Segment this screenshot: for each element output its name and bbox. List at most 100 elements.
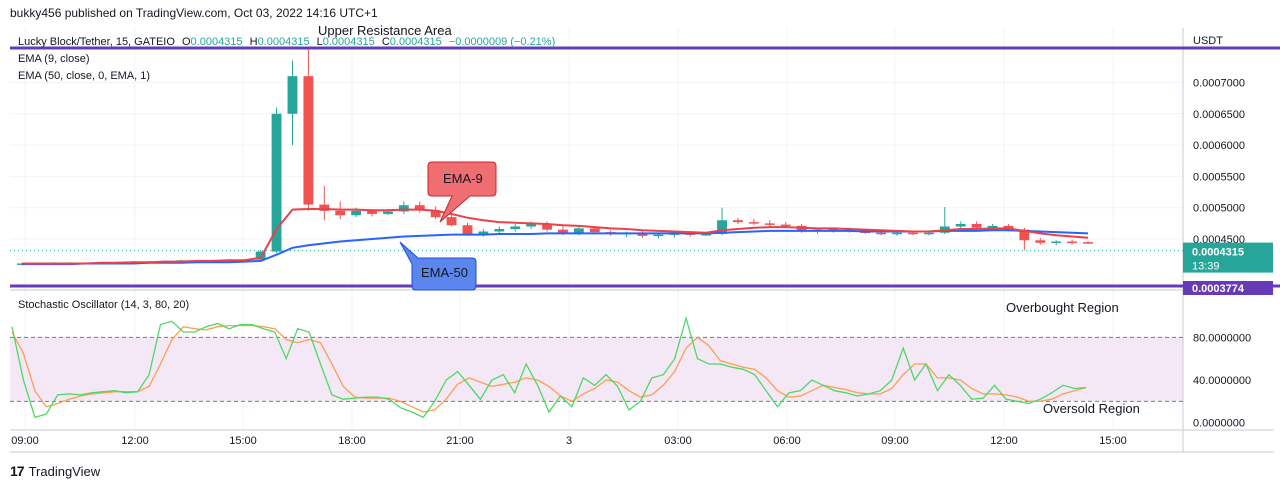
price-tick-label: 0.0006000 — [1193, 140, 1245, 152]
candle-body — [971, 223, 982, 228]
candle-body — [987, 225, 998, 228]
time-tick-label: 09:00 — [11, 435, 39, 447]
symbol-name: Lucky Block/Tether, 15, GATEIO — [18, 36, 175, 48]
candle-body — [510, 226, 521, 230]
ema9-callout-text: EMA-9 — [443, 171, 483, 186]
price-tick-label: 0.0005500 — [1193, 171, 1245, 183]
candle-body — [1019, 229, 1030, 241]
candle-body — [303, 76, 314, 205]
oversold-label: Oversold Region — [1043, 401, 1140, 416]
candle-body — [892, 232, 903, 235]
time-tick-label: 3 — [566, 435, 572, 447]
candle-body — [287, 76, 298, 114]
candle-body — [733, 220, 743, 223]
h-value: 0.0004315 — [258, 36, 310, 48]
candle-body — [255, 251, 266, 260]
ema9-legend[interactable]: EMA (9, close) — [18, 53, 90, 65]
c-label: C — [382, 36, 390, 48]
ema50-callout-text: EMA-50 — [421, 265, 468, 280]
support-price-badge: 0.0003774 — [1183, 281, 1273, 295]
tradingview-footer[interactable]: 17 TradingView — [10, 463, 100, 479]
candle-body — [319, 204, 330, 211]
price-tick-label: 0.0005000 — [1193, 203, 1245, 215]
price-tick-label: 0.0007000 — [1193, 77, 1245, 89]
time-tick-label: 12:00 — [121, 435, 149, 447]
candle-body — [589, 228, 600, 233]
o-value: 0.0004315 — [191, 36, 243, 48]
candle-body — [1051, 241, 1062, 244]
publisher-caption: bukky456 published on TradingView.com, O… — [10, 6, 378, 20]
main-pane-bg — [10, 28, 1183, 287]
oscillator-tick-label: 40.0000000 — [1193, 375, 1251, 387]
candle-body — [573, 228, 584, 233]
ema9-callout[interactable]: EMA-9 — [427, 161, 497, 223]
last-price-badge: 0.0004315 13:39 — [1183, 242, 1273, 273]
oscillator-tick-label: 80.0000000 — [1193, 332, 1251, 344]
candle-body — [367, 210, 377, 214]
candle-body — [271, 113, 282, 252]
time-axis: 09:00 12:00 15:00 18:00 21:00 3 03:00 06:00 09:0… — [11, 435, 1127, 447]
ema9-line — [22, 208, 1089, 265]
ema50-callout[interactable]: EMA-50 — [399, 241, 477, 291]
candle-body — [462, 225, 473, 235]
change-value: −0.0000009 (−0.21%) — [449, 36, 555, 48]
time-tick-label: 21:00 — [446, 435, 474, 447]
last-price-text: 0.0004315 — [1192, 247, 1244, 259]
candle-body — [923, 232, 934, 235]
time-tick-label: 09:00 — [881, 435, 909, 447]
countdown-text: 13:39 — [1192, 261, 1220, 273]
ema50-legend[interactable]: EMA (50, close, 0, EMA, 1) — [18, 70, 150, 82]
stochastic-band — [10, 337, 1183, 402]
candle-body — [1035, 240, 1046, 243]
candle-body — [398, 205, 409, 212]
h-label: H — [250, 36, 258, 48]
time-tick-label: 15:00 — [1099, 435, 1127, 447]
candle-body — [478, 231, 489, 235]
candle-body — [717, 220, 727, 235]
candle-body — [780, 224, 791, 227]
stoch-k-line — [11, 315, 1087, 419]
footer-brand: TradingView — [28, 463, 101, 479]
time-tick-label: 06:00 — [773, 435, 801, 447]
l-label: L — [317, 36, 323, 48]
stochastic-title[interactable]: Stochastic Oscillator (14, 3, 80, 20) — [18, 299, 189, 311]
overbought-label: Overbought Region — [1006, 300, 1119, 315]
candle-body — [828, 229, 839, 231]
time-tick-label: 03:00 — [664, 435, 692, 447]
candle-body — [701, 234, 712, 236]
candle-body — [876, 232, 887, 235]
oscillator-tick-label: 0.0000000 — [1193, 418, 1245, 430]
price-tick-label: 0.0006500 — [1193, 109, 1245, 121]
candle-body — [430, 210, 441, 218]
resistance-label: Upper Resistance Area — [318, 23, 452, 38]
o-label: O — [182, 36, 191, 48]
candle-body — [542, 223, 552, 230]
support-price-text: 0.0003774 — [1192, 283, 1245, 295]
candle-body — [526, 223, 537, 227]
candle-body — [1067, 241, 1078, 244]
time-tick-label: 12:00 — [990, 435, 1018, 447]
price-axis-ticks: 0.0007000 0.0006500 0.0006000 0.0005500 0.00… — [1193, 77, 1245, 246]
oscillator-axis-ticks: 80.0000000 40.0000000 0.0000000 — [1193, 332, 1251, 429]
candle-body — [383, 211, 393, 214]
candle-body — [494, 229, 505, 232]
candle-body — [351, 210, 362, 216]
candle-body — [446, 217, 457, 226]
candle-body — [653, 234, 664, 237]
candle-body — [335, 210, 346, 216]
l-value: 0.0004315 — [323, 36, 375, 48]
symbol-legend[interactable]: Lucky Block/Tether, 15, GATEIO O0.000431… — [18, 36, 555, 48]
time-tick-label: 18:00 — [338, 435, 366, 447]
c-value: 0.0004315 — [390, 36, 442, 48]
stoch-d-line — [11, 324, 1087, 413]
currency-label: USDT — [1193, 35, 1223, 47]
candle-body — [414, 205, 425, 211]
candle-body — [558, 229, 568, 233]
candle-body — [908, 232, 918, 235]
time-tick-label: 15:00 — [229, 435, 257, 447]
candle-body — [1083, 242, 1093, 244]
tradingview-logo-icon: 17 — [10, 463, 25, 479]
candle-body — [955, 223, 966, 227]
candle-body — [748, 222, 759, 224]
